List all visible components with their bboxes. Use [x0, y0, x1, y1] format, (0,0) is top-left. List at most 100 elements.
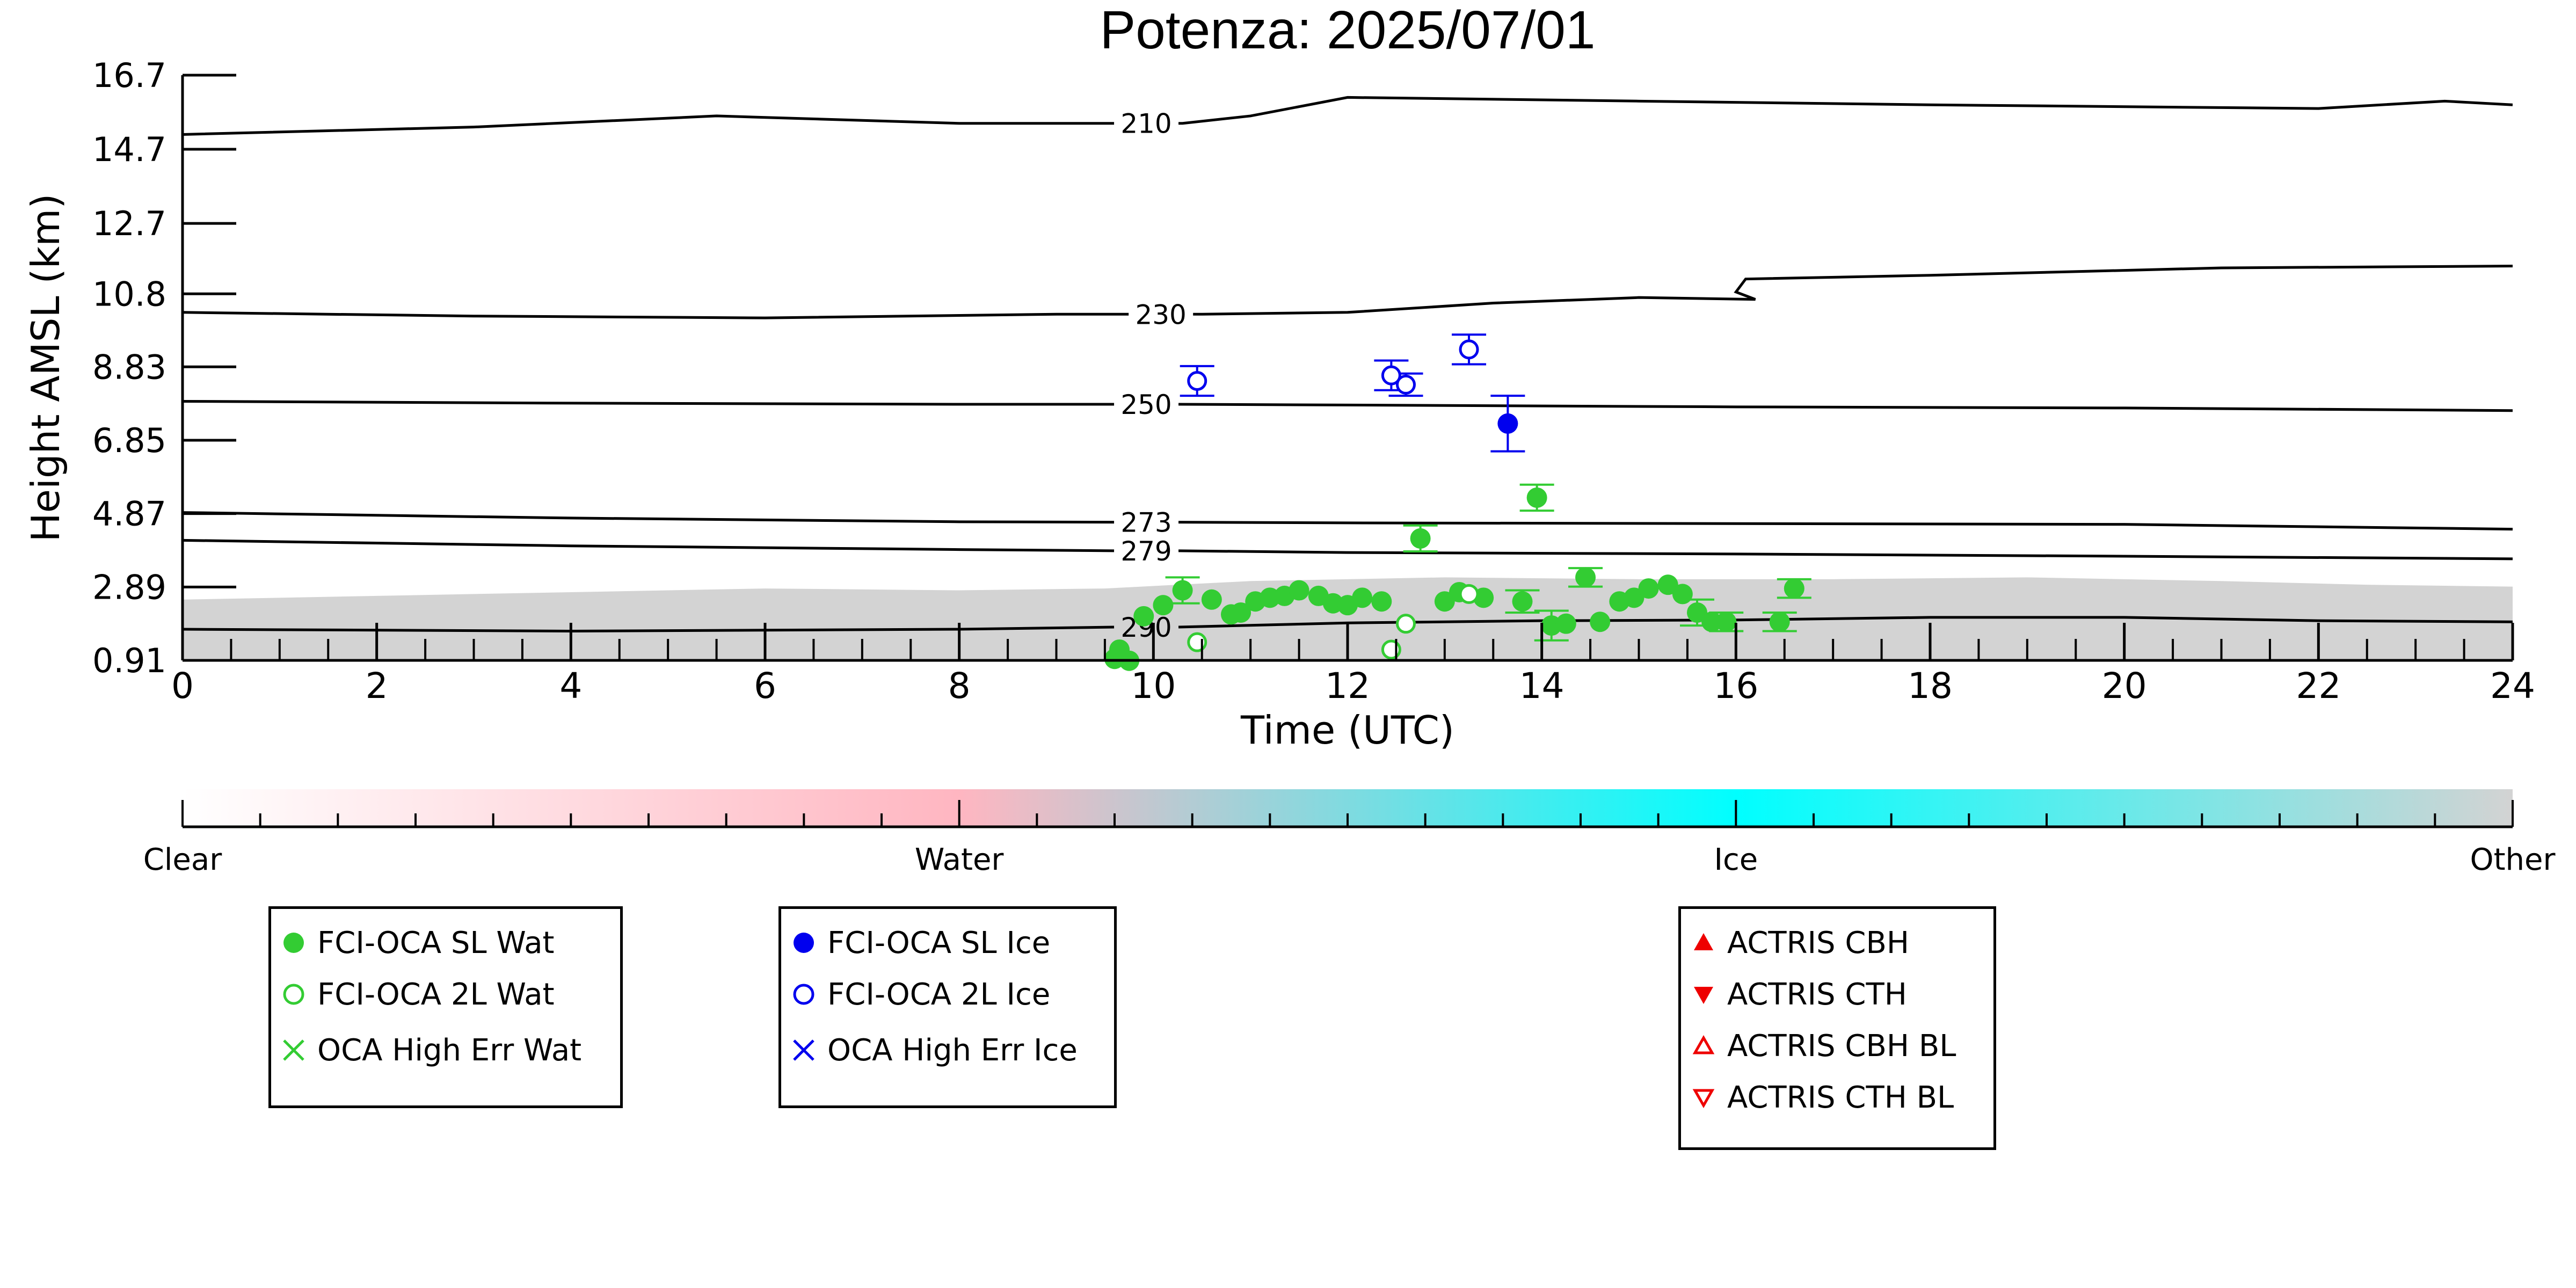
legend-entry-label: OCA High Err Wat [317, 1032, 582, 1068]
x-tick-label: 12 [1325, 665, 1370, 707]
x-tick-label: 0 [171, 665, 194, 707]
temperature-contours [183, 96, 2513, 632]
colorbar-label: Ice [1714, 842, 1758, 877]
legend-entry-label: ACTRIS CBH [1727, 925, 1910, 960]
legend-ice: FCI-OCA SL Ice FCI-OCA 2L Ice OCA High E… [778, 906, 1117, 1108]
legend-entry-label: FCI-OCA 2L Ice [827, 977, 1051, 1012]
data-point [1459, 584, 1479, 604]
data-point [1769, 612, 1790, 632]
x-tick-label: 24 [2490, 665, 2535, 707]
data-point [1657, 574, 1678, 595]
x-tick-label: 14 [1519, 665, 1564, 707]
colorbar-label: Clear [143, 842, 222, 877]
open-circle-icon [283, 984, 304, 1005]
data-point [1459, 339, 1479, 360]
y-tick-label: 16.7 [92, 56, 166, 95]
x-tick-label: 6 [754, 665, 776, 707]
triangle-up-icon [1694, 933, 1713, 950]
legend-entry-label: ACTRIS CTH BL [1727, 1080, 1954, 1115]
legend-entry: FCI-OCA 2L Ice [792, 976, 1050, 1013]
y-tick-label: 6.85 [92, 421, 166, 460]
y-axis-label: Height AMSL (km) [23, 194, 68, 542]
legend-entry-label: ACTRIS CBH BL [1727, 1028, 1956, 1064]
data-point [1396, 374, 1416, 395]
contour-line [183, 511, 1115, 524]
data-point [1381, 639, 1401, 660]
data-point [1434, 591, 1455, 612]
contour-line [1178, 96, 2513, 125]
x-tick-label: 4 [559, 665, 582, 707]
y-tick-label: 10.8 [92, 274, 166, 314]
contour-label: 279 [1120, 536, 1171, 567]
legend-entry: FCI-OCA SL Ice [792, 924, 1050, 962]
data-point [1716, 612, 1737, 632]
data-point [1231, 602, 1251, 623]
y-tick-label: 8.83 [92, 347, 166, 387]
legend-entry-label: OCA High Err Ice [827, 1032, 1078, 1068]
data-point [1187, 371, 1207, 391]
data-point [1172, 580, 1193, 601]
contour-line [1178, 616, 2513, 629]
filled-circle-icon [283, 933, 304, 953]
open-triangle-down-icon [1692, 1089, 1715, 1109]
filled-circle-icon [794, 933, 814, 953]
x-axis-label: Time (UTC) [1240, 708, 1454, 753]
chart-title: Potenza: 2025/07/01 [1100, 0, 1596, 60]
x-marker-icon [793, 1039, 814, 1061]
contour-line [183, 311, 1129, 319]
legend-entry: ACTRIS CTH BL [1692, 1079, 1954, 1116]
data-point [1187, 632, 1207, 652]
contour-line [183, 539, 1115, 552]
y-tick-label: 12.7 [92, 204, 166, 243]
x-marker-icon [283, 1039, 304, 1061]
data-point [1396, 614, 1416, 634]
y-tick-label: 2.89 [92, 567, 166, 607]
contour-label: 210 [1120, 108, 1171, 140]
data-point [1371, 591, 1392, 612]
data-point [1590, 612, 1611, 632]
x-tick-label: 16 [1713, 665, 1758, 707]
legend-actris: ACTRIS CBH ACTRIS CTH ACTRIS CBH BL ACTR… [1678, 906, 1996, 1150]
colorbar: Clear Water Ice Other [143, 789, 2556, 877]
legend-entry: ACTRIS CBH BL [1692, 1027, 1956, 1065]
data-point [1701, 612, 1722, 632]
data-point [1624, 587, 1644, 608]
data-point [1497, 413, 1518, 434]
legend-entry-label: ACTRIS CTH [1727, 977, 1907, 1012]
contour-line [1178, 521, 2513, 531]
legend-entry-label: FCI-OCA SL Wat [317, 925, 555, 960]
open-triangle-up-icon [1692, 1035, 1715, 1054]
legend-entry: ACTRIS CTH [1692, 976, 1907, 1013]
x-tick-label: 20 [2102, 665, 2147, 707]
x-tick-label: 18 [1908, 665, 1953, 707]
contour-label: 273 [1120, 507, 1171, 539]
x-tick-label: 10 [1131, 665, 1176, 707]
x-tick-label: 8 [948, 665, 971, 707]
colorbar-label: Water [915, 842, 1005, 877]
data-point [1381, 365, 1401, 385]
legend-entry-label: FCI-OCA SL Ice [827, 925, 1051, 960]
x-tick-label: 22 [2296, 665, 2341, 707]
legend-entry: OCA High Err Ice [792, 1031, 1078, 1069]
data-point [1526, 487, 1547, 508]
contour-line [1178, 403, 2513, 412]
data-point [1133, 606, 1154, 627]
contour-line [183, 399, 1115, 406]
data-point [1672, 584, 1693, 605]
colorbar-ticks: Clear Water Ice Other [143, 800, 2556, 877]
data-point [1555, 613, 1576, 634]
contour-label: 230 [1135, 299, 1186, 330]
legend-water: FCI-OCA SL Wat FCI-OCA 2L Wat OCA High E… [268, 906, 623, 1108]
data-point [1687, 602, 1707, 623]
x-tick-label: 2 [366, 665, 388, 707]
data-point [1153, 595, 1174, 616]
y-tick-label: 0.91 [92, 641, 166, 680]
legend-entry: ACTRIS CBH [1692, 924, 1909, 962]
open-circle-icon [793, 984, 814, 1005]
data-point [1638, 578, 1659, 599]
contour-line [1178, 549, 2513, 561]
legend-entry: FCI-OCA SL Wat [282, 924, 555, 962]
triangle-down-icon [1694, 987, 1713, 1004]
